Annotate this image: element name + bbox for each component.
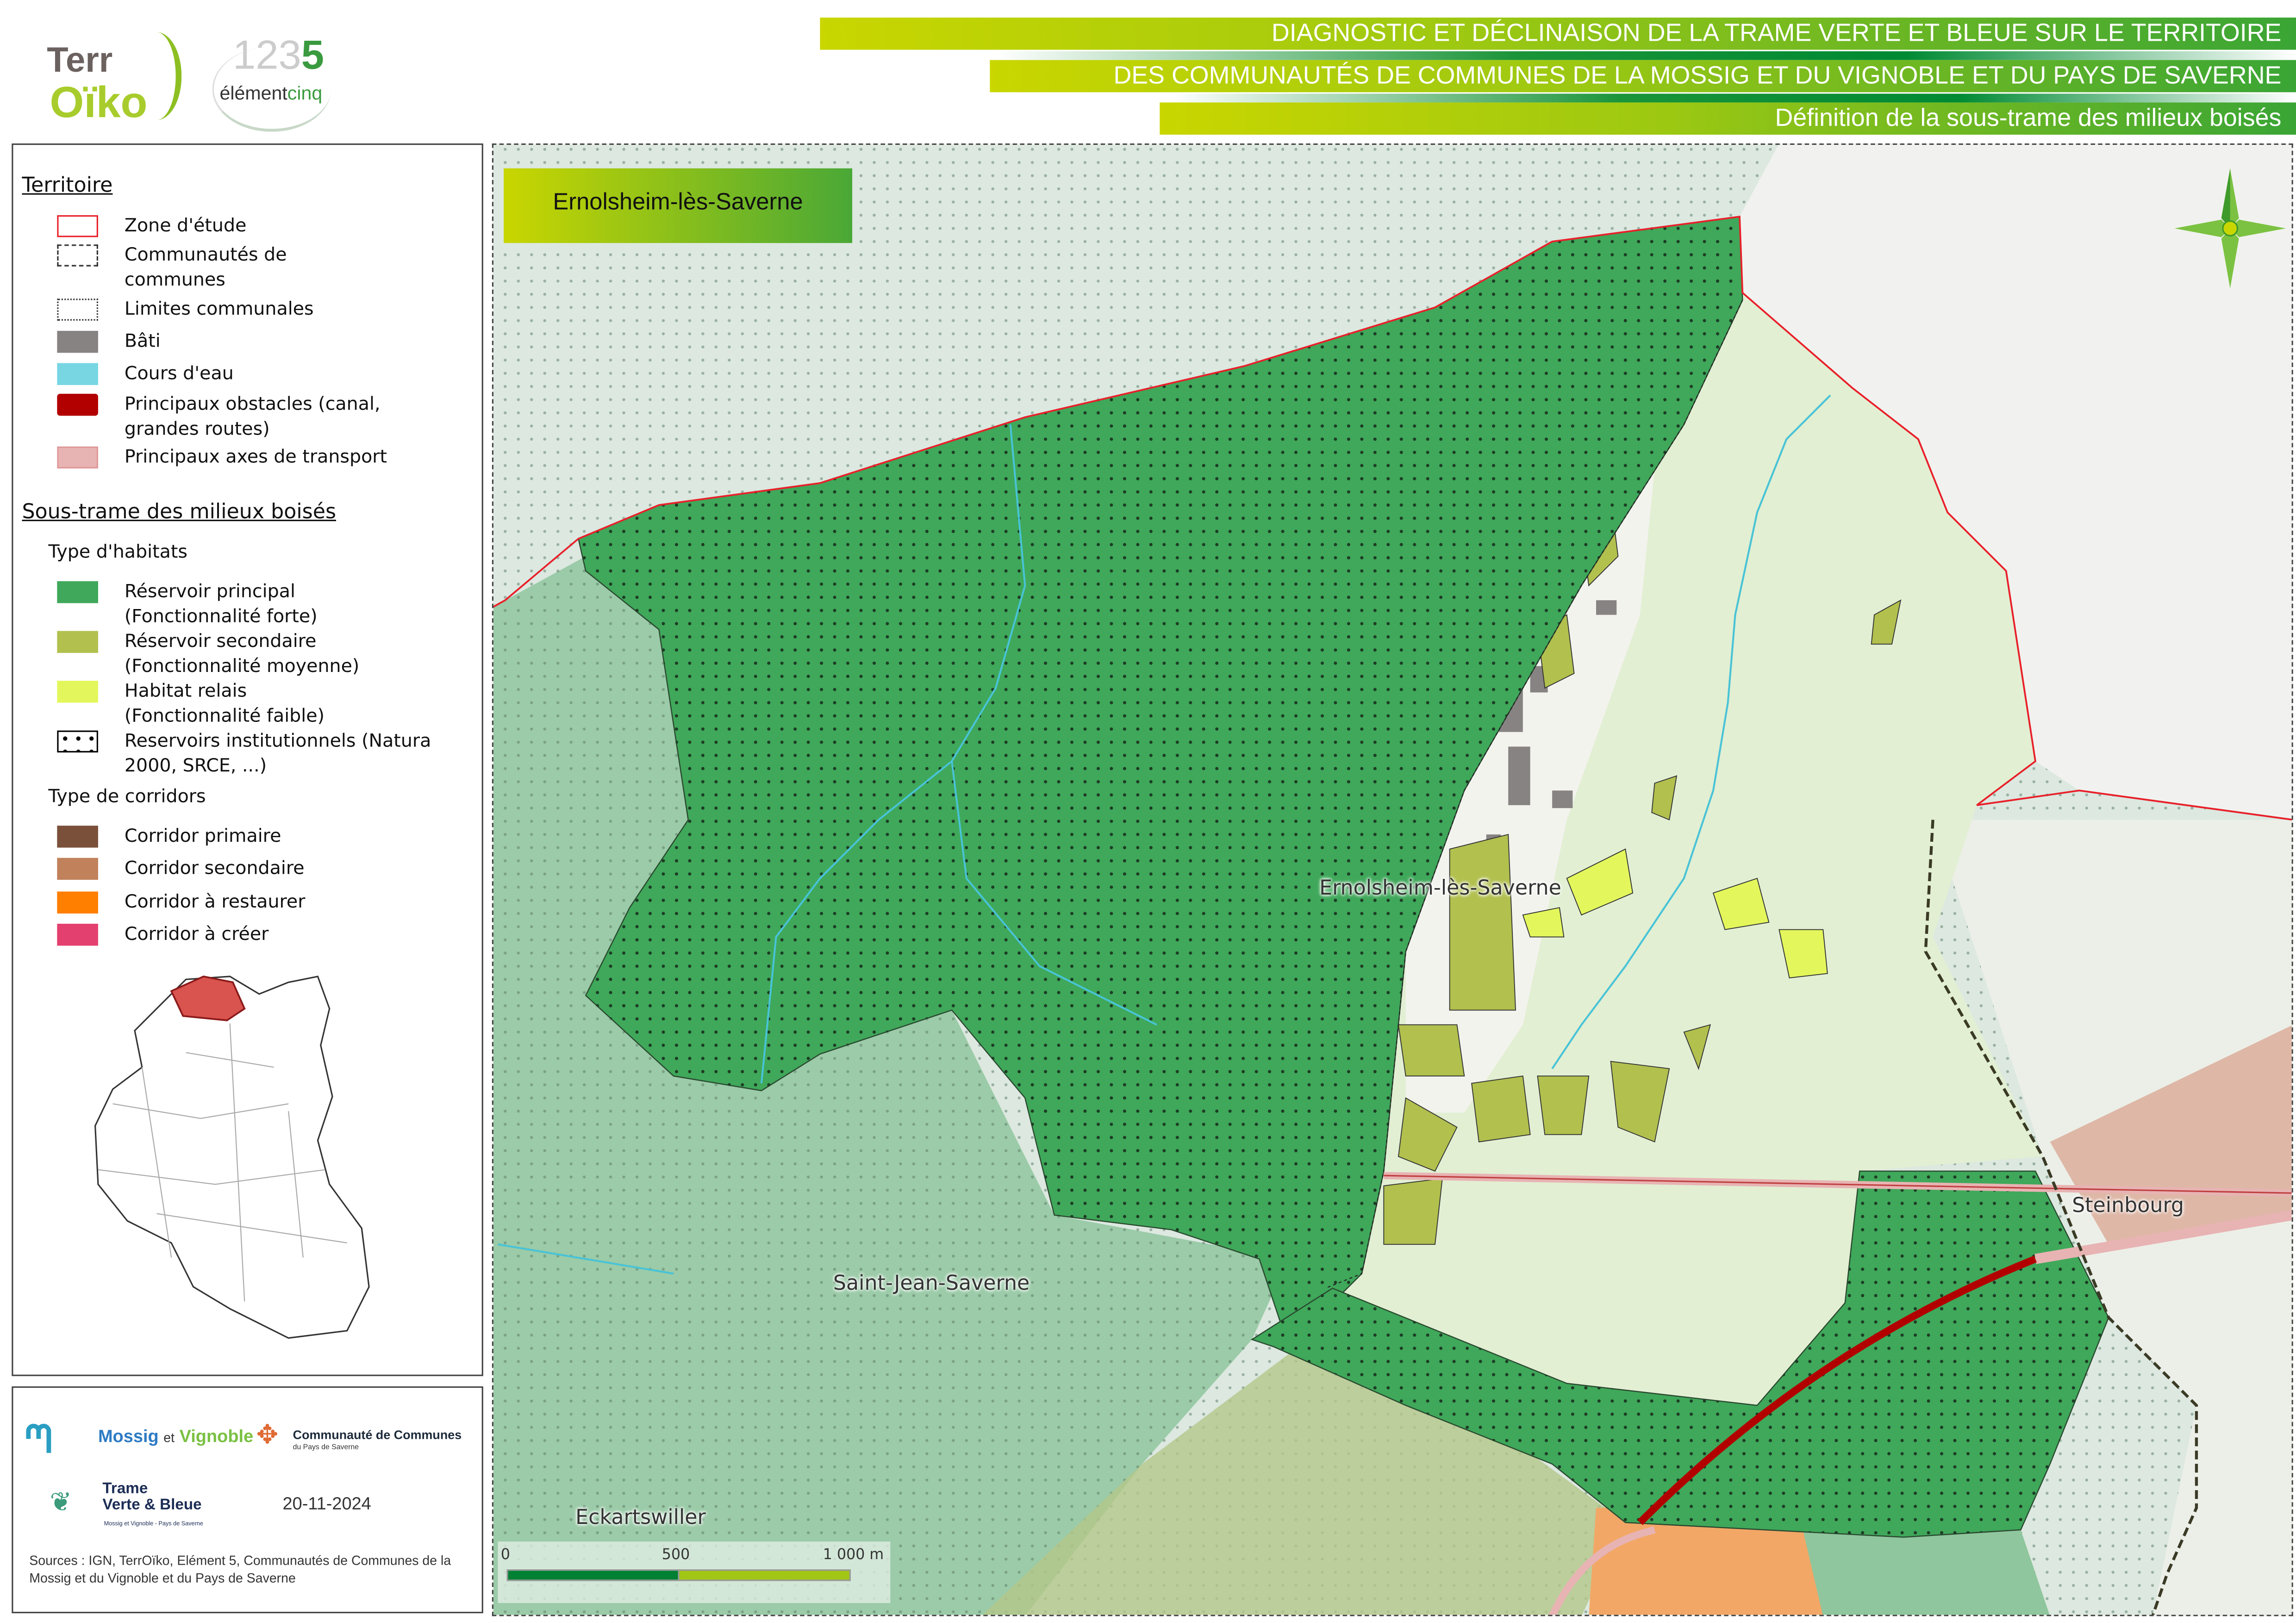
sources-text: Sources : IGN, TerrOïko, Elément 5, Comm… [29,1553,451,1586]
fill-swatch [57,891,98,914]
saverne-logo-line1: Communauté de Communes [293,1427,462,1442]
fill-swatch [57,393,98,416]
saverne-logo-line2: du Pays de Saverne [293,1443,359,1452]
legend-label: Bâti [124,329,161,352]
place-label-steinbourg: Steinbourg [2072,1194,2184,1218]
obstacle-road [1636,1255,2036,1524]
fill-swatch [57,330,98,353]
legend-label: Principaux obstacles (canal, grandes rou… [124,392,381,439]
tvb-logo: ❦ Trame Verte & Bleue Mossig et Vignoble … [50,1480,203,1527]
locator-highlight [170,975,246,1021]
legend-subtitle-corridors: Type de corridors [48,784,206,807]
saverne-logo: ✥ Communauté de Communes du Pays de Save… [256,1420,462,1452]
legend-label: Corridor primaire [124,824,281,846]
legend-label: Corridor à restaurer [124,890,306,912]
scale-label-500: 500 [661,1547,690,1564]
legend-label: Corridor secondaire [124,856,305,878]
compass-rose-icon [2174,168,2286,289]
credits-panel: ᘉ Mossig et Vignoble ✥ Communauté de Com… [12,1386,483,1613]
scale-segment-2 [678,1569,851,1581]
element5-logo: 1235 élémentcinq [212,32,344,132]
scale-label-1000: 1 000 m [823,1547,884,1564]
terroiko-logo: Terr Oïko [47,32,193,135]
habitats-relais [1522,847,1828,978]
commune-title-box: Ernolsheim-lès-Saverne [504,168,853,243]
legend-label: Habitat relais (Fonctionnalité faible) [124,679,325,726]
legend-label: Zone d'étude [124,213,247,236]
legend-label: Reservoirs institutionnels (Natura 2000,… [124,729,431,776]
fill-swatch [57,858,98,880]
title-line-2: DES COMMUNAUTÉS DE COMMUNES DE LA MOSSIG… [990,60,2296,93]
communal-limit [1324,299,1742,1288]
locator-map [94,975,370,1339]
fill-swatch [57,680,98,703]
legend-label: Communautés de communes [124,243,287,290]
legend-label: Cours d'eau [124,361,234,384]
rivers [497,394,1830,1274]
communaute-limit [1923,819,2197,1615]
reservoir-southeast [1800,1522,2049,1615]
legend-label: Limites communales [124,297,314,319]
fill-swatch [57,446,98,469]
zone-etude-boundary [493,215,2292,820]
map-frame[interactable]: Ernolsheim-lès-Saverne Ernolsheim-lès-Sa… [492,143,2293,1617]
legend-title-territoire: Territoire [22,174,113,198]
legend-label: Réservoir principal (Fonctionnalité fort… [124,579,318,627]
fill-swatch [57,363,98,385]
outline-swatch [57,215,98,237]
place-label-eckartswiller: Eckartswiller [575,1506,706,1530]
tvb-line1: Trame [102,1480,148,1498]
reservoirs-secondaires [1382,496,1901,1244]
scale-bar: 0 500 1 000 m [498,1541,891,1603]
scale-segment-1 [506,1569,680,1581]
title-line-1: DIAGNOSTIC ET DÉCLINAISON DE LA TRAME VE… [820,17,2296,50]
legend-panel: Territoire Zone d'étude Communautés de c… [12,143,483,1376]
dots-swatch [57,730,98,752]
place-label-saint-jean: Saint-Jean-Saverne [833,1272,1030,1296]
place-label-ernolsheim: Ernolsheim-lès-Saverne [1319,877,1561,901]
tvb-line3: Mossig et Vignoble - Pays de Saverne [104,1519,203,1527]
legend-title-sous-trame: Sous-trame des milieux boisés [22,500,337,524]
legend-label: Réservoir secondaire (Fonctionnalité moy… [124,629,360,677]
title-line-3: Définition de la sous-trame des milieux … [1160,102,2296,135]
fill-swatch [57,826,98,848]
fill-swatch [57,631,98,653]
legend-subtitle-habitats: Type d'habitats [48,540,188,562]
commune-title: Ernolsheim-lès-Saverne [553,190,803,216]
urban-area-north [1739,145,2292,819]
legend-label: Corridor à créer [124,922,269,945]
scale-label-0: 0 [500,1547,511,1564]
dotted-swatch [57,298,98,321]
map-canvas [493,145,2292,1615]
fill-swatch [57,581,98,603]
tvb-line2: Verte & Bleue [102,1496,202,1514]
legend-label: Principaux axes de transport [124,445,387,467]
dashed-swatch [57,244,98,267]
mossig-vignoble-logo: ᘉ Mossig et Vignoble [25,1417,254,1461]
fill-swatch [57,924,98,946]
map-date: 20-11-2024 [282,1493,371,1514]
